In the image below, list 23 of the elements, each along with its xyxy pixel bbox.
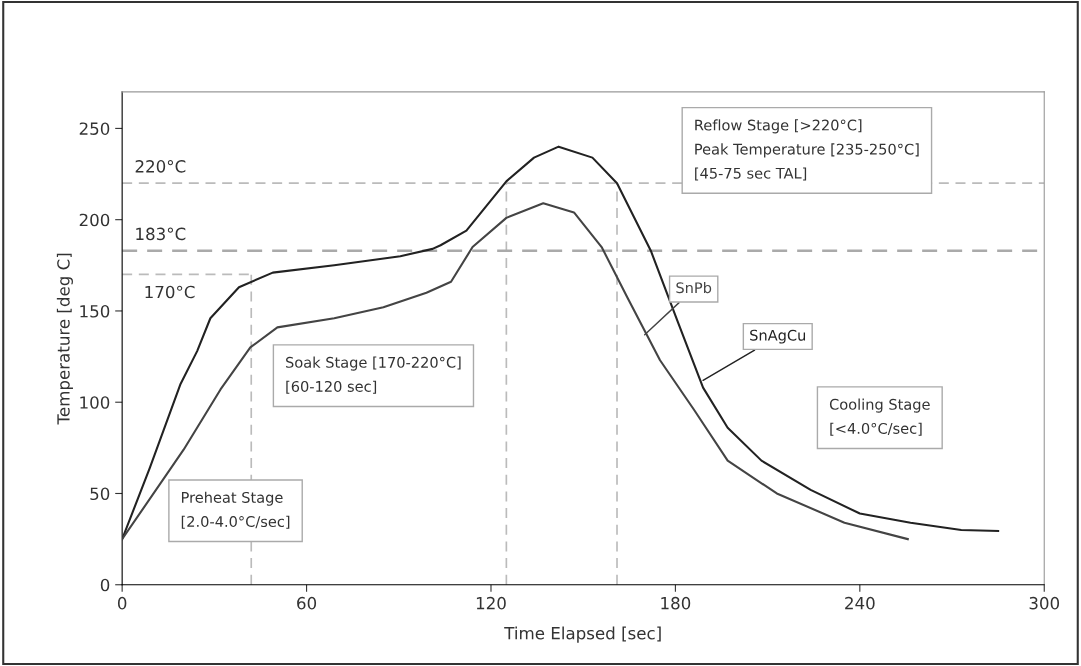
annotation: Cooling Stage [<4.0°C/sec] [829,398,930,436]
x-tick-label: 0 [117,596,127,610]
x-tick-label: 120 [476,596,506,610]
y-tick-label: 250 [79,122,110,135]
text: SnPb [676,281,712,294]
x-tick-label: 60 [297,596,317,610]
annotation: Soak Stage [170-220°C] [60-120 sec] [286,356,461,394]
y-axis-title: Temperature [deg C] [56,253,73,425]
x-tick-label: 240 [845,596,875,610]
text: SnAgCu [750,329,806,344]
y-tick-label: 200 [79,213,110,227]
y-tick-label: 100 [80,396,110,409]
ref-line-label: 183°C [136,227,186,241]
x-tick-label: 300 [1029,596,1060,610]
x-axis-title: Time Elapsed [sec] [504,626,661,643]
x-tick-label: 180 [661,596,691,610]
annotation: Reflow Stage [>220°C] Peak Temperature [235-250°C] [45-75 sec TAL] [695,119,919,181]
annotation: 170°C [145,285,195,299]
ref-line-label: 220°C [135,160,186,173]
y-tick-label: 50 [90,487,110,501]
y-tick-label: 150 [80,304,110,318]
y-tick-label: 0 [100,578,110,592]
annotation: Preheat Stage [2.0-4.0°C/sec] [181,491,290,529]
